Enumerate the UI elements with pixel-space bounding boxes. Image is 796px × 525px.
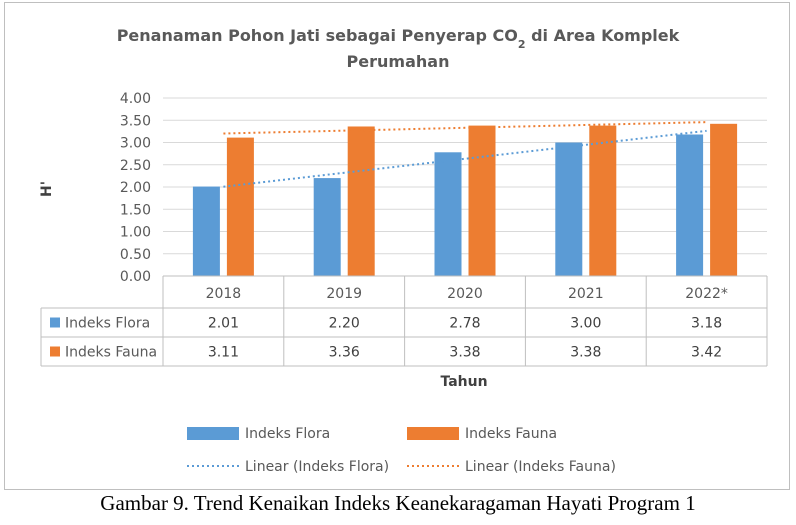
data-label: 3.00	[570, 316, 601, 332]
chart-title-subscript: 2	[518, 38, 526, 51]
y-axis-label: H'	[39, 181, 55, 197]
data-label: 2.20	[329, 316, 360, 332]
trendlines	[223, 121, 707, 188]
legend-swatch	[187, 427, 239, 440]
legend-label: Linear (Indeks Fauna)	[465, 459, 616, 475]
data-label: 2.78	[449, 316, 480, 332]
data-label: 3.18	[691, 316, 722, 332]
x-tick-label: 2021	[568, 286, 604, 302]
legend: Indeks Flora Indeks Fauna Linear (Indeks F…	[187, 426, 616, 475]
table-row-label: Indeks Flora	[65, 316, 150, 332]
y-tick-label: 2.50	[120, 158, 151, 174]
y-tick-label: 2.00	[120, 180, 151, 196]
bar-indeks-flora	[434, 152, 462, 276]
table-legend-key	[50, 346, 60, 357]
bar-indeks-fauna	[468, 125, 496, 276]
x-tick-label: 2019	[326, 286, 362, 302]
y-tick-labels: 0.00 0.50 1.00 1.50 2.00 2.50 3.00 3.50 4.00	[120, 91, 151, 285]
x-axis-label: Tahun	[440, 374, 487, 390]
trendline-linear-indeks-fauna	[223, 121, 707, 135]
chart-title-line1: Penanaman Pohon Jati sebagai Penyerap CO…	[117, 26, 680, 51]
chart-title-suffix: di Area Komplek	[526, 26, 680, 45]
y-tick-label: 1.00	[120, 225, 151, 241]
trendline-linear-indeks-flora	[223, 129, 707, 188]
bar-indeks-fauna	[710, 123, 738, 276]
chart-frame: Penanaman Pohon Jati sebagai Penyerap CO…	[4, 2, 790, 490]
data-label: 3.11	[208, 345, 239, 361]
data-table: 2018 2019 2020 2021 2022* Indeks Flora 2.01 2.2…	[40, 275, 768, 367]
bar-indeks-flora	[313, 178, 341, 276]
figure-caption: Gambar 9. Trend Kenaikan Indeks Keanekar…	[100, 491, 696, 515]
x-tick-label: 2022*	[685, 286, 728, 302]
legend-swatch	[407, 427, 459, 440]
bar-indeks-fauna	[226, 137, 254, 276]
data-label: 2.01	[208, 316, 239, 332]
x-tick-label: 2020	[447, 286, 483, 302]
data-label: 3.36	[329, 345, 360, 361]
table-legend-key	[50, 317, 60, 328]
data-label: 3.38	[570, 345, 601, 361]
legend-label: Indeks Flora	[245, 426, 330, 442]
legend-label: Linear (Indeks Flora)	[245, 459, 389, 475]
y-tick-label: 1.50	[120, 202, 151, 218]
gridlines	[163, 97, 767, 277]
data-label: 3.42	[691, 345, 722, 361]
y-tick-label: 4.00	[120, 91, 151, 107]
table-row-label: Indeks Fauna	[65, 345, 157, 361]
bar-indeks-fauna	[347, 126, 375, 276]
chart-svg: Penanaman Pohon Jati sebagai Penyerap CO…	[39, 26, 768, 475]
y-tick-label: 3.50	[120, 113, 151, 129]
legend-label: Indeks Fauna	[465, 426, 557, 442]
chart-title-line2: Perumahan	[347, 52, 450, 71]
data-label: 3.38	[449, 345, 480, 361]
chart-title-prefix: Penanaman Pohon Jati sebagai Penyerap CO	[117, 26, 518, 45]
y-tick-label: 0.00	[120, 269, 151, 285]
bar-indeks-flora	[555, 142, 583, 276]
bar-indeks-flora	[192, 186, 220, 276]
bar-indeks-fauna	[589, 125, 617, 276]
y-tick-label: 3.00	[120, 136, 151, 152]
bars	[192, 123, 738, 276]
y-tick-label: 0.50	[120, 247, 151, 263]
x-tick-label: 2018	[206, 286, 242, 302]
bar-indeks-flora	[676, 134, 704, 276]
